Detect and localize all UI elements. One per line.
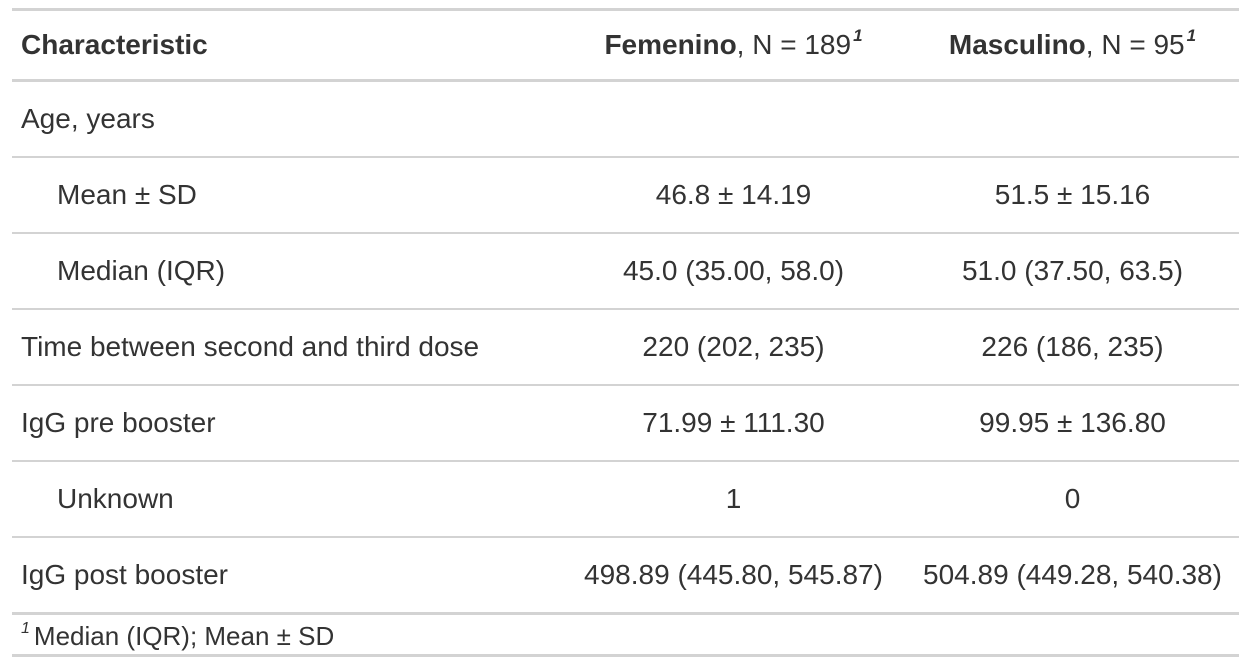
header-characteristic: Characteristic: [21, 29, 208, 60]
header-masculino: Masculino, N = 95 1: [906, 10, 1239, 81]
row-value-femenino: [561, 81, 906, 158]
row-value-masculino: 0: [1064, 483, 1081, 514]
header-femenino: Femenino, N = 189 1: [561, 10, 906, 81]
table-row: Mean ± SD 46.8 ± 14.19 51.5 ± 15.16: [12, 157, 1239, 233]
row-label: Age, years: [21, 103, 155, 134]
row-label: Unknown: [57, 483, 174, 514]
row-label: IgG pre booster: [21, 407, 216, 438]
row-value-femenino: 1: [725, 483, 742, 514]
footnote-marker: 1: [21, 620, 30, 637]
row-value-masculino: 99.95 ± 136.80: [979, 407, 1166, 438]
row-value-femenino: 46.8 ± 14.19: [655, 179, 812, 210]
header-masculino-n: , N = 95: [1085, 29, 1185, 60]
header-masculino-label: Masculino: [948, 29, 1086, 60]
header-row: Characteristic Femenino, N = 189 1 Mascul…: [12, 9, 1239, 81]
header-masculino-footnote-marker: 1: [1186, 26, 1197, 45]
row-label: Time between second and third dose: [21, 331, 480, 362]
header-femenino-n: , N = 189: [736, 29, 852, 60]
row-value-masculino: 504.89 (449.28, 540.38): [923, 559, 1222, 590]
table-row: Median (IQR) 45.0 (35.00, 58.0) 51.0 (37…: [12, 233, 1239, 309]
row-value-masculino: 226 (186, 235): [981, 331, 1164, 362]
row-label: IgG post booster: [21, 559, 229, 590]
summary-table: Characteristic Femenino, N = 189 1 Mascul…: [12, 8, 1239, 615]
summary-table-container: Characteristic Femenino, N = 189 1 Mascul…: [12, 8, 1239, 657]
row-value-masculino: 51.5 ± 15.16: [994, 179, 1151, 210]
row-value-masculino: 51.0 (37.50, 63.5): [961, 255, 1184, 286]
row-value-femenino: 498.89 (445.80, 545.87): [584, 559, 883, 590]
table-row: Age, years: [12, 81, 1239, 158]
table-row: Unknown 1 0: [12, 461, 1239, 537]
table-row: Time between second and third dose 220 (…: [12, 309, 1239, 385]
row-label: Median (IQR): [57, 255, 226, 286]
row-value-masculino: [906, 81, 1239, 158]
footnote-text: Median (IQR); Mean ± SD: [33, 621, 335, 651]
row-value-femenino: 71.99 ± 111.30: [642, 407, 825, 438]
table-row: IgG pre booster 71.99 ± 111.30 99.95 ± 1…: [12, 385, 1239, 461]
table-row: IgG post booster 498.89 (445.80, 545.87)…: [12, 537, 1239, 614]
header-femenino-footnote-marker: 1: [853, 26, 863, 45]
row-value-femenino: 220 (202, 235): [642, 331, 825, 362]
row-value-femenino: 45.0 (35.00, 58.0): [622, 255, 845, 286]
table-footnote: 1 Median (IQR); Mean ± SD: [12, 615, 1239, 657]
row-label: Mean ± SD: [57, 179, 197, 210]
header-femenino-label: Femenino: [604, 29, 737, 60]
